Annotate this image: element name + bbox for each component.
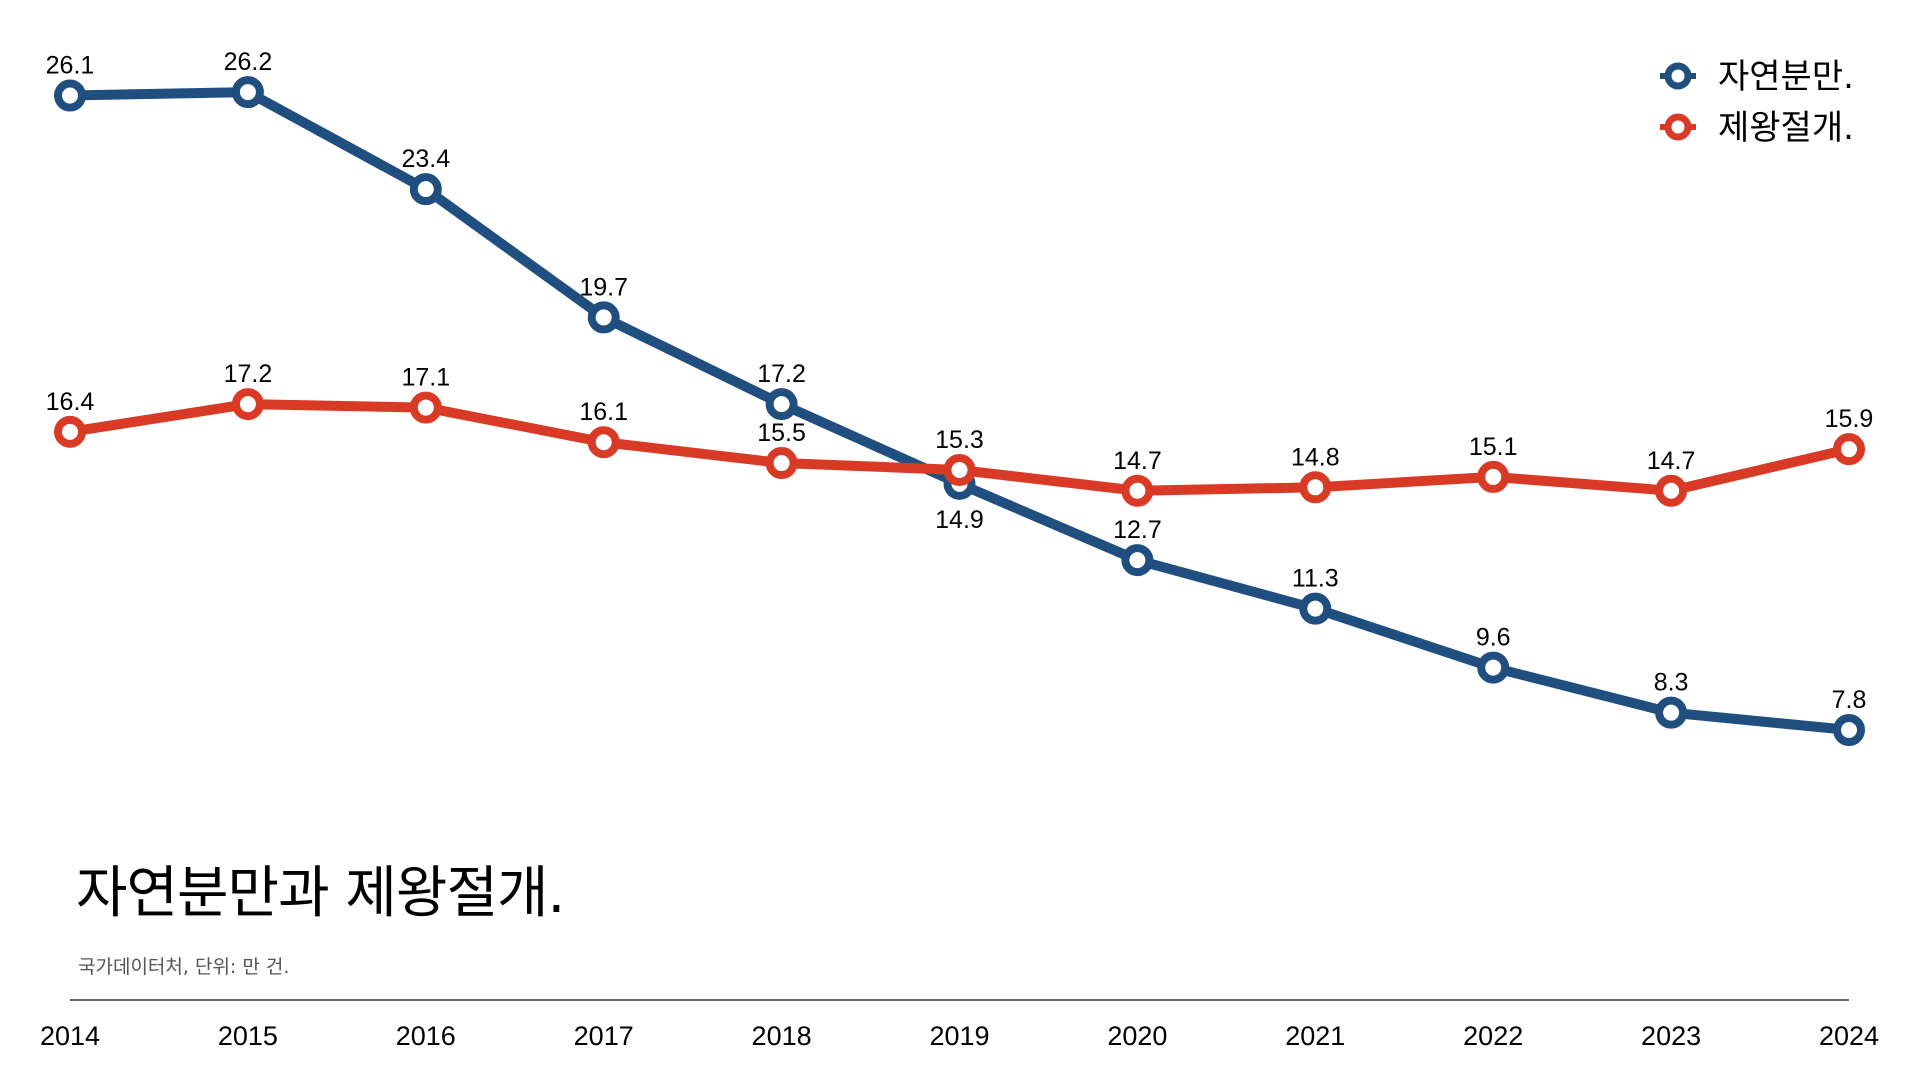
data-label: 17.1 — [401, 364, 450, 392]
data-label: 14.7 — [1113, 447, 1162, 475]
data-label: 7.8 — [1832, 686, 1867, 714]
data-point — [1833, 714, 1865, 746]
data-point — [1655, 696, 1688, 729]
data-label: 15.1 — [1469, 433, 1518, 461]
data-label: 15.3 — [935, 426, 984, 454]
data-label: 26.1 — [46, 52, 95, 80]
series-line-0 — [69, 87, 1850, 735]
data-label: 16.1 — [579, 398, 628, 426]
data-label: 15.9 — [1825, 405, 1874, 433]
x-tick-label: 2023 — [1641, 1021, 1701, 1051]
data-point — [587, 301, 620, 334]
x-tick-label: 2018 — [752, 1021, 812, 1051]
data-point — [943, 453, 976, 486]
data-label: 17.2 — [224, 360, 273, 388]
data-point — [1477, 460, 1510, 493]
data-point — [1655, 474, 1688, 507]
data-label: 12.7 — [1113, 516, 1162, 544]
data-point — [409, 173, 442, 206]
legend-item: 제왕절개. — [1660, 108, 1854, 148]
data-label: 11.3 — [1292, 565, 1339, 593]
data-label: 8.3 — [1654, 669, 1689, 697]
legend-marker — [1664, 113, 1692, 141]
data-point — [1299, 471, 1332, 504]
data-label: 14.9 — [935, 506, 984, 534]
legend-item: 자연분만. — [1660, 57, 1854, 97]
data-point — [54, 415, 86, 448]
data-label: 19.7 — [579, 273, 628, 301]
data-label: 23.4 — [401, 145, 450, 173]
chart-subtitle: 국가데이터처, 단위: 만 건. — [78, 956, 290, 978]
x-tick-label: 2014 — [40, 1021, 100, 1051]
data-label: 9.6 — [1476, 624, 1511, 652]
legend-label: 제왕절개. — [1718, 108, 1854, 148]
x-tick-label: 2016 — [396, 1021, 456, 1051]
data-point — [1477, 651, 1510, 684]
data-point — [587, 426, 620, 459]
data-label: 26.2 — [224, 48, 273, 76]
data-point — [1833, 433, 1865, 466]
x-tick-label: 2015 — [218, 1021, 278, 1051]
legend-marker — [1664, 62, 1692, 90]
x-tick-label: 2019 — [929, 1021, 989, 1051]
data-point — [765, 447, 798, 480]
data-label: 17.2 — [757, 360, 806, 388]
data-label: 14.7 — [1647, 447, 1696, 475]
x-tick-label: 2020 — [1107, 1021, 1167, 1051]
data-point — [1299, 592, 1332, 625]
data-label: 15.5 — [757, 419, 806, 447]
data-label: 14.8 — [1291, 443, 1340, 471]
chart-title: 자연분만과 제왕절개. — [76, 861, 565, 926]
x-tick-label: 2024 — [1819, 1021, 1879, 1051]
x-tick-label: 2017 — [574, 1021, 634, 1051]
data-point — [231, 388, 264, 421]
data-point — [231, 76, 264, 109]
data-point — [765, 388, 798, 421]
data-point — [54, 79, 86, 112]
data-point — [1121, 544, 1154, 577]
x-tick-label: 2022 — [1463, 1021, 1523, 1051]
data-point — [1121, 474, 1154, 507]
legend-label: 자연분만. — [1718, 57, 1854, 97]
x-tick-label: 2021 — [1285, 1021, 1345, 1051]
data-label: 16.4 — [46, 388, 95, 416]
data-point — [409, 391, 442, 424]
